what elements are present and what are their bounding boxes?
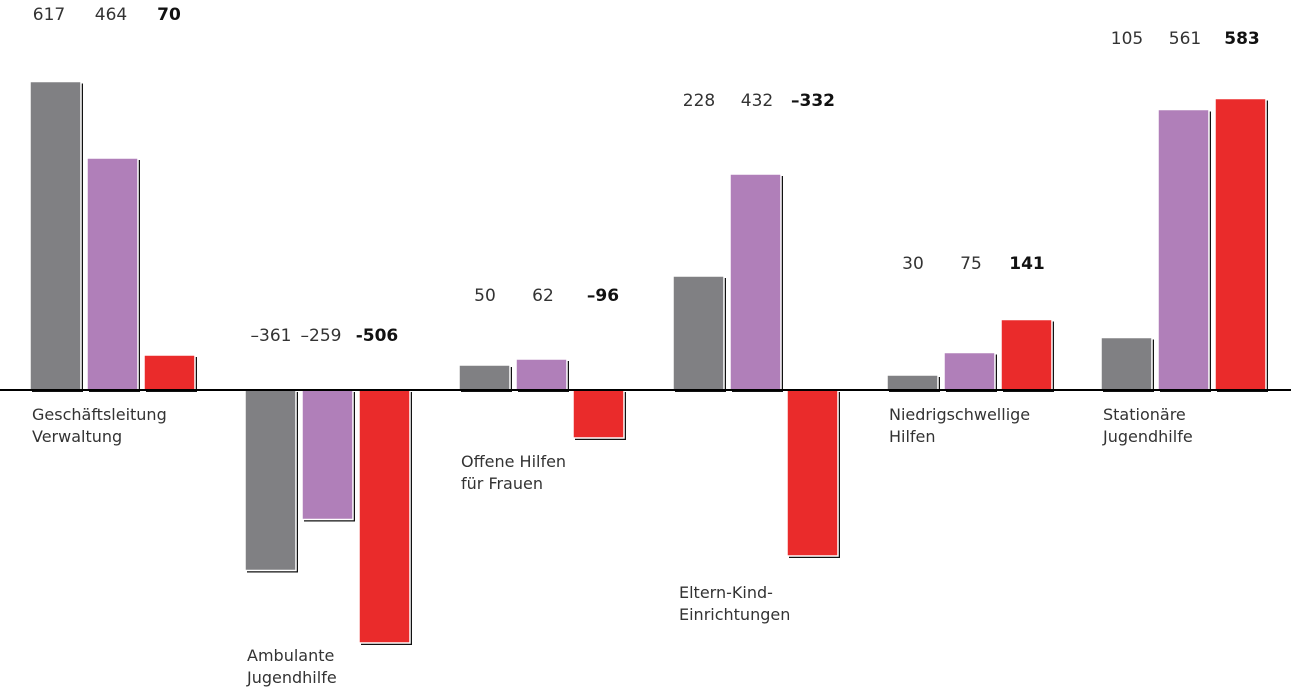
data-label: 75 (960, 254, 982, 274)
bar-g4-s1 (943, 351, 996, 391)
bars-layer (29, 80, 1268, 645)
bar-g5-s1 (1157, 108, 1210, 391)
data-label: 30 (902, 254, 924, 274)
bar-g0-s2 (143, 354, 196, 391)
data-label: 464 (95, 5, 127, 25)
bar-g3-s1 (729, 173, 782, 391)
data-label: 583 (1224, 29, 1260, 49)
bar-g2-s0 (458, 364, 511, 391)
bar-g1-s2 (358, 389, 411, 644)
bar-g4-s2 (1000, 318, 1053, 391)
data-label: -506 (356, 326, 399, 346)
bar-g1-s0 (244, 389, 297, 572)
data-label: 50 (474, 286, 496, 306)
data-label: 62 (532, 286, 554, 306)
data-label: –96 (587, 286, 619, 306)
bar-g5-s2 (1214, 97, 1267, 391)
data-label: 70 (157, 5, 181, 25)
labels-layer: 617 464 70 Geschäftsleitung Verwaltung –361 –2… (32, 5, 1260, 687)
data-label: –259 (301, 326, 342, 346)
bar-g4-s0 (886, 374, 939, 391)
data-label: –361 (251, 326, 292, 346)
data-label: –332 (791, 91, 835, 111)
category-label: Offene Hilfen für Frauen (461, 452, 566, 493)
bar-g3-s0 (672, 275, 725, 391)
category-label: Niedrigschwellige Hilfen (889, 405, 1030, 446)
category-label: Eltern-Kind-Einrichtungen (679, 583, 790, 624)
bar-g2-s2 (572, 389, 625, 439)
data-label: 561 (1169, 29, 1201, 49)
bar-g3-s2 (786, 389, 839, 557)
bar-g1-s1 (301, 389, 354, 521)
data-label: 141 (1009, 254, 1045, 274)
bar-g0-s1 (86, 157, 139, 391)
category-label: Stationäre Jugendhilfe (1102, 405, 1193, 446)
bar-g2-s1 (515, 358, 568, 391)
data-label: 105 (1111, 29, 1143, 49)
category-label: Ambulante Jugendhilfe (246, 646, 337, 687)
data-label: 228 (683, 91, 715, 111)
data-label: 432 (741, 91, 773, 111)
data-label: 617 (33, 5, 65, 25)
bar-g5-s0 (1100, 336, 1153, 391)
category-label: Geschäftsleitung Verwaltung (32, 405, 167, 446)
bar-g0-s0 (29, 80, 82, 391)
